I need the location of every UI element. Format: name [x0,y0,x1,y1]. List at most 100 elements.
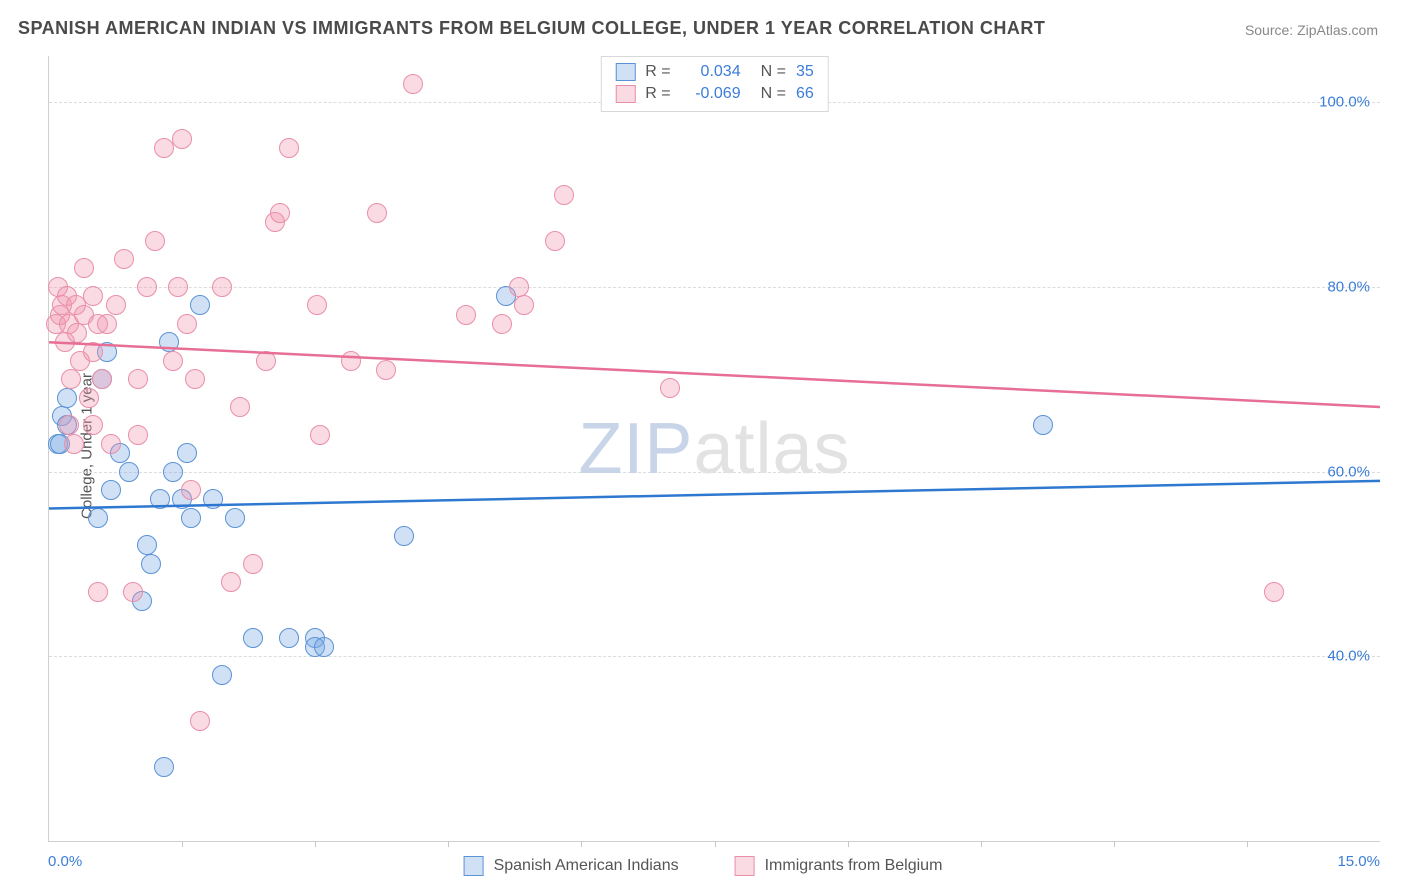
legend-row: R =0.034N =35 [615,61,813,83]
data-point [256,351,276,371]
legend-swatch [615,63,635,81]
data-point [270,203,290,223]
data-point [154,138,174,158]
chart-plot-area: ZIPatlas R =0.034N =35R =-0.069N =66 [48,56,1380,842]
legend-row: R = -0.069 N = 66 [615,83,813,105]
trend-lines [49,56,1380,841]
data-point [376,360,396,380]
data-point [394,526,414,546]
data-point [509,277,529,297]
data-point [123,582,143,602]
data-point [660,378,680,398]
trend-line [49,342,1380,407]
legend-series-name: Spanish American Indians [494,857,679,875]
data-point [141,554,161,574]
data-point [181,480,201,500]
y-tick-label: 40.0% [1327,648,1370,665]
data-point [74,258,94,278]
data-point [310,425,330,445]
data-point [101,480,121,500]
x-tick [1247,841,1248,847]
data-point [137,535,157,555]
data-point [106,295,126,315]
data-point [67,323,87,343]
data-point [225,508,245,528]
data-point [307,295,327,315]
legend-r-value: 0.034 [681,63,741,81]
data-point [190,711,210,731]
data-point [367,203,387,223]
data-point [61,369,81,389]
x-tick [715,841,716,847]
data-point [128,425,148,445]
data-point [97,314,117,334]
data-point [154,757,174,777]
source-attribution: Source: ZipAtlas.com [1245,22,1378,38]
legend-r-value: -0.069 [681,85,741,103]
legend-item: Spanish American Indians [464,856,679,876]
data-point [1033,415,1053,435]
y-tick-label: 80.0% [1327,278,1370,295]
legend-n-label: N = [761,63,786,81]
legend-n-value: 66 [796,85,814,103]
data-point [128,369,148,389]
data-point [1264,582,1284,602]
data-point [83,415,103,435]
watermark: ZIPatlas [578,408,850,490]
x-tick [448,841,449,847]
gridline [49,472,1380,473]
data-point [185,369,205,389]
x-tick [1114,841,1115,847]
data-point [88,582,108,602]
data-point [92,369,112,389]
data-point [177,443,197,463]
data-point [150,489,170,509]
watermark-rest: atlas [693,409,850,489]
x-tick [581,841,582,847]
data-point [545,231,565,251]
legend-swatch [464,856,484,876]
series-legend: Spanish American IndiansImmigrants from … [464,856,943,876]
data-point [79,388,99,408]
x-tick [315,841,316,847]
legend-swatch [615,85,635,103]
data-point [159,332,179,352]
data-point [212,665,232,685]
data-point [181,508,201,528]
data-point [119,462,139,482]
y-tick-label: 100.0% [1319,94,1370,111]
x-tick-label: 0.0% [48,853,82,870]
data-point [114,249,134,269]
data-point [243,628,263,648]
data-point [314,637,334,657]
chart-title: SPANISH AMERICAN INDIAN VS IMMIGRANTS FR… [18,18,1045,39]
gridline [49,287,1380,288]
data-point [243,554,263,574]
data-point [212,277,232,297]
data-point [221,572,241,592]
data-point [145,231,165,251]
data-point [64,434,84,454]
legend-r-label: R = [645,85,670,103]
data-point [456,305,476,325]
data-point [203,489,223,509]
data-point [137,277,157,297]
data-point [190,295,210,315]
correlation-legend: R =0.034N =35R =-0.069N =66 [600,56,828,112]
data-point [163,351,183,371]
data-point [279,628,299,648]
data-point [168,277,188,297]
data-point [83,342,103,362]
legend-n-label: N = [761,85,786,103]
x-tick-label: 15.0% [1337,853,1380,870]
data-point [57,388,77,408]
legend-swatch [735,856,755,876]
x-tick [182,841,183,847]
data-point [514,295,534,315]
trend-line [49,481,1380,509]
data-point [59,415,79,435]
data-point [230,397,250,417]
data-point [83,286,103,306]
data-point [177,314,197,334]
data-point [279,138,299,158]
